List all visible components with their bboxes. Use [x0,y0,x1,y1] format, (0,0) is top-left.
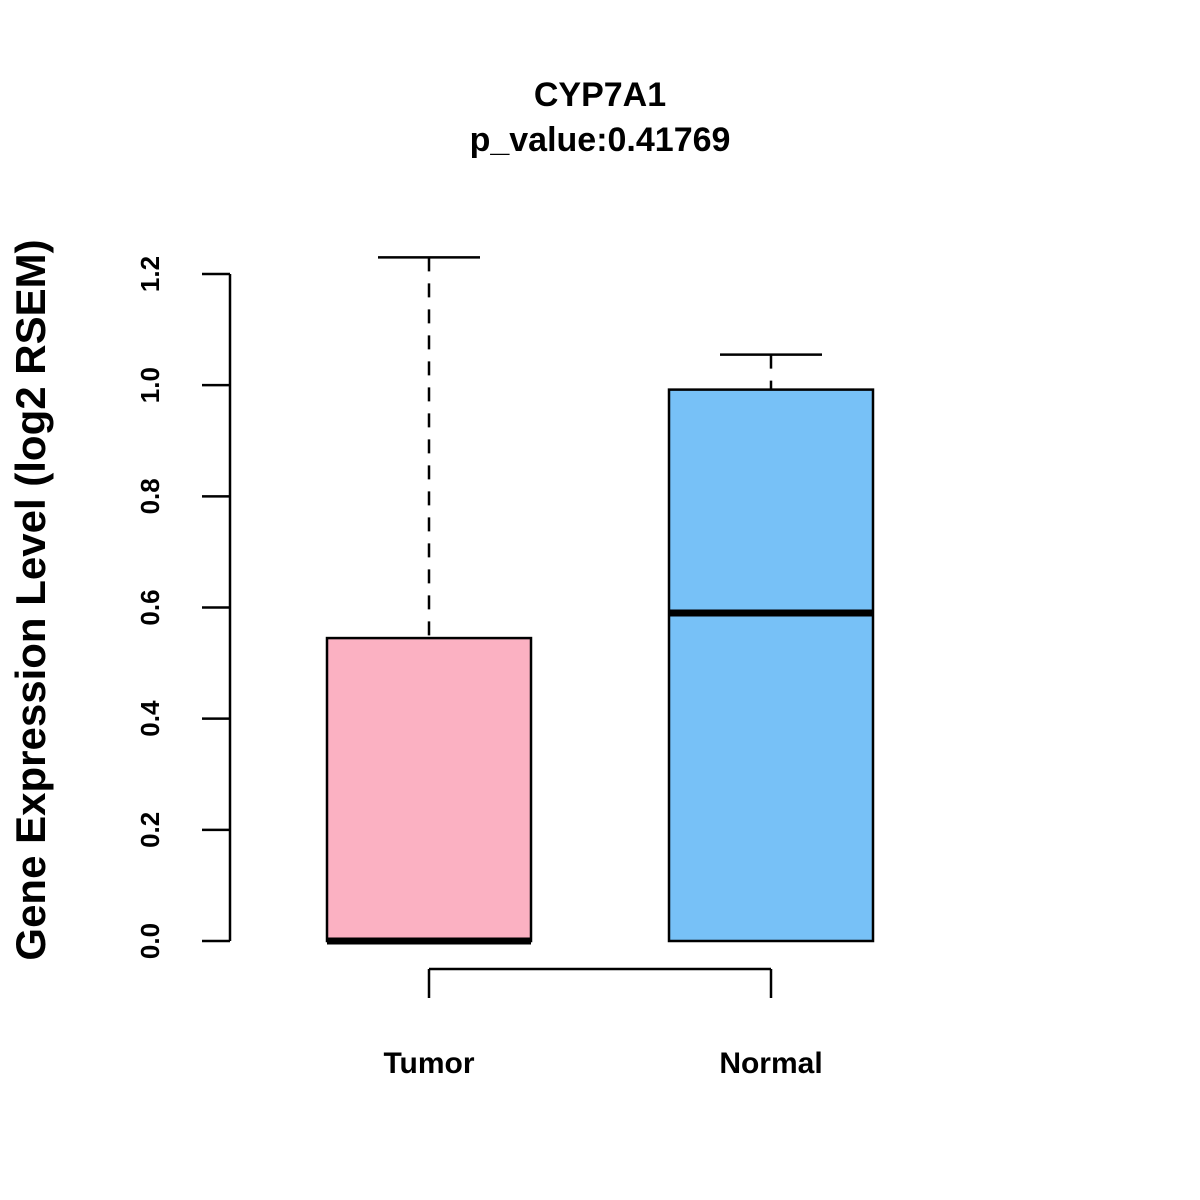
y-tick-label: 1.0 [135,367,165,403]
y-tick-label: 0.2 [135,812,165,848]
y-tick-label: 0.0 [135,923,165,959]
y-tick-label: 0.6 [135,589,165,625]
y-axis-ticks: 0.0 0.2 0.4 0.6 0.8 1.0 1.2 [135,256,230,959]
x-tick-label-tumor: Tumor [383,1047,474,1080]
box-iqr [325,636,533,943]
box-normal [667,353,875,943]
y-tick-label: 1.2 [135,256,165,292]
chart-subtitle: p_value:0.41769 [470,121,731,159]
box-iqr [667,388,875,943]
chart-title: CYP7A1 [534,76,666,114]
x-axis: Tumor Normal [383,967,823,1080]
y-tick-label: 0.4 [135,700,165,737]
x-tick-label-normal: Normal [719,1047,822,1080]
boxes-layer [325,256,875,945]
box-tumor [325,256,533,945]
y-axis-label: Gene Expression Level (log2 RSEM) [7,239,54,960]
y-tick-label: 0.8 [135,478,165,514]
